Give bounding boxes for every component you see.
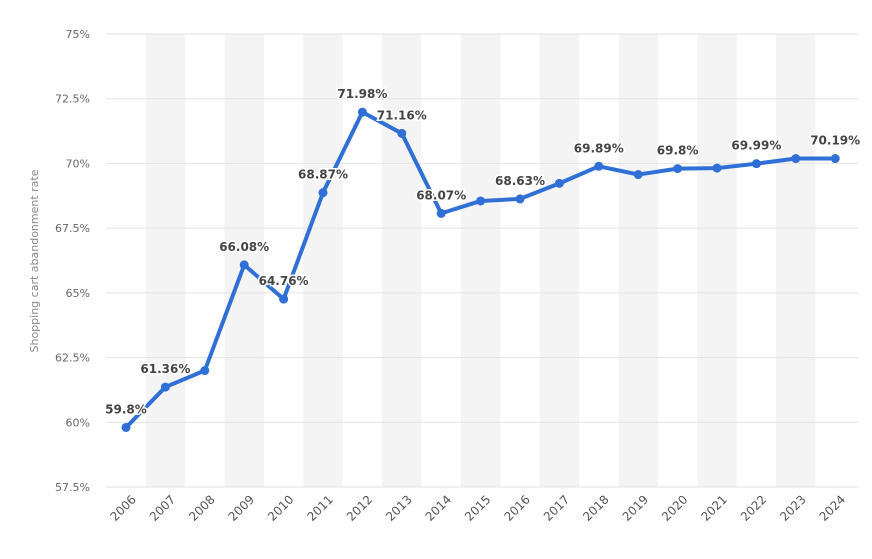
data-point — [200, 366, 210, 376]
data-point — [830, 154, 840, 164]
data-point — [239, 260, 249, 270]
data-point — [160, 382, 170, 392]
column-band — [618, 34, 658, 487]
x-tick-label: 2009 — [226, 492, 257, 523]
x-tick-label: 2014 — [423, 492, 454, 523]
y-tick-label: 57.5% — [55, 481, 90, 494]
data-point — [594, 161, 604, 171]
data-point — [554, 178, 564, 188]
y-axis-label: Shopping cart abandonment rate — [28, 169, 41, 352]
x-tick-label: 2020 — [659, 492, 690, 523]
x-tick-label: 2018 — [580, 492, 611, 523]
alternating-column-bands — [145, 34, 816, 487]
x-tick-label: 2007 — [147, 492, 178, 523]
data-point — [318, 188, 328, 198]
column-band — [460, 34, 501, 487]
x-tick-label: 2022 — [738, 492, 769, 523]
horizontal-gridlines — [106, 33, 858, 488]
y-tick-label: 62.5% — [55, 352, 90, 365]
data-points — [121, 107, 840, 432]
y-tick-label: 70% — [66, 157, 90, 170]
data-point — [515, 194, 525, 204]
x-tick-label: 2008 — [186, 492, 217, 523]
data-label: 59.8% — [105, 402, 147, 416]
column-band — [303, 34, 343, 487]
y-tick-label: 75% — [66, 28, 90, 41]
data-point — [121, 422, 131, 432]
y-tick-label: 60% — [66, 416, 90, 429]
data-label: 64.76% — [259, 274, 309, 288]
y-tick-label: 65% — [66, 287, 90, 300]
data-point — [673, 164, 683, 174]
data-label: 68.63% — [495, 174, 545, 188]
data-label: 70.19% — [810, 134, 860, 148]
x-tick-label: 2015 — [462, 492, 493, 523]
x-tick-label: 2016 — [501, 492, 532, 523]
y-tick-label: 67.5% — [55, 222, 90, 235]
data-label: 69.99% — [731, 139, 781, 153]
data-point — [476, 196, 486, 206]
data-label: 69.89% — [574, 141, 624, 155]
column-band — [382, 34, 422, 487]
data-label: 66.08% — [219, 240, 269, 254]
data-label: 71.98% — [337, 87, 387, 101]
data-point — [791, 154, 801, 164]
x-tick-label: 2011 — [304, 492, 335, 523]
column-band — [539, 34, 580, 487]
data-label: 71.16% — [377, 108, 427, 122]
column-band — [776, 34, 816, 487]
data-label: 68.07% — [416, 188, 466, 202]
y-axis-tick-labels: 57.5% 60% 62.5% 65% 67.5% 70% 72.5% 75% — [55, 28, 90, 494]
x-tick-label: 2024 — [817, 492, 848, 523]
x-tick-label: 2023 — [777, 492, 808, 523]
x-tick-label: 2021 — [698, 492, 729, 523]
data-point — [751, 159, 761, 169]
data-point — [397, 128, 407, 138]
x-tick-label: 2010 — [265, 492, 296, 523]
x-tick-label: 2013 — [383, 492, 414, 523]
y-tick-label: 72.5% — [55, 93, 90, 106]
data-label: 69.8% — [657, 144, 699, 158]
x-tick-label: 2017 — [541, 492, 572, 523]
data-point — [357, 107, 367, 117]
data-label: 68.87% — [298, 168, 348, 182]
data-labels: 59.8% 61.36% 66.08% 64.76% 68.87% 71.98% 71.16… — [104, 86, 862, 418]
data-point — [633, 170, 643, 180]
data-point — [712, 163, 722, 173]
x-tick-label: 2019 — [620, 492, 651, 523]
data-label: 61.36% — [140, 362, 190, 376]
column-band — [697, 34, 737, 487]
x-tick-label: 2012 — [344, 492, 375, 523]
data-point — [436, 208, 446, 218]
x-tick-label: 2006 — [107, 492, 138, 523]
data-point — [279, 294, 289, 304]
column-band — [145, 34, 186, 487]
x-axis-tick-labels: 2006 2007 2008 2009 2010 2011 2012 2013 2014 2015… — [107, 492, 848, 523]
